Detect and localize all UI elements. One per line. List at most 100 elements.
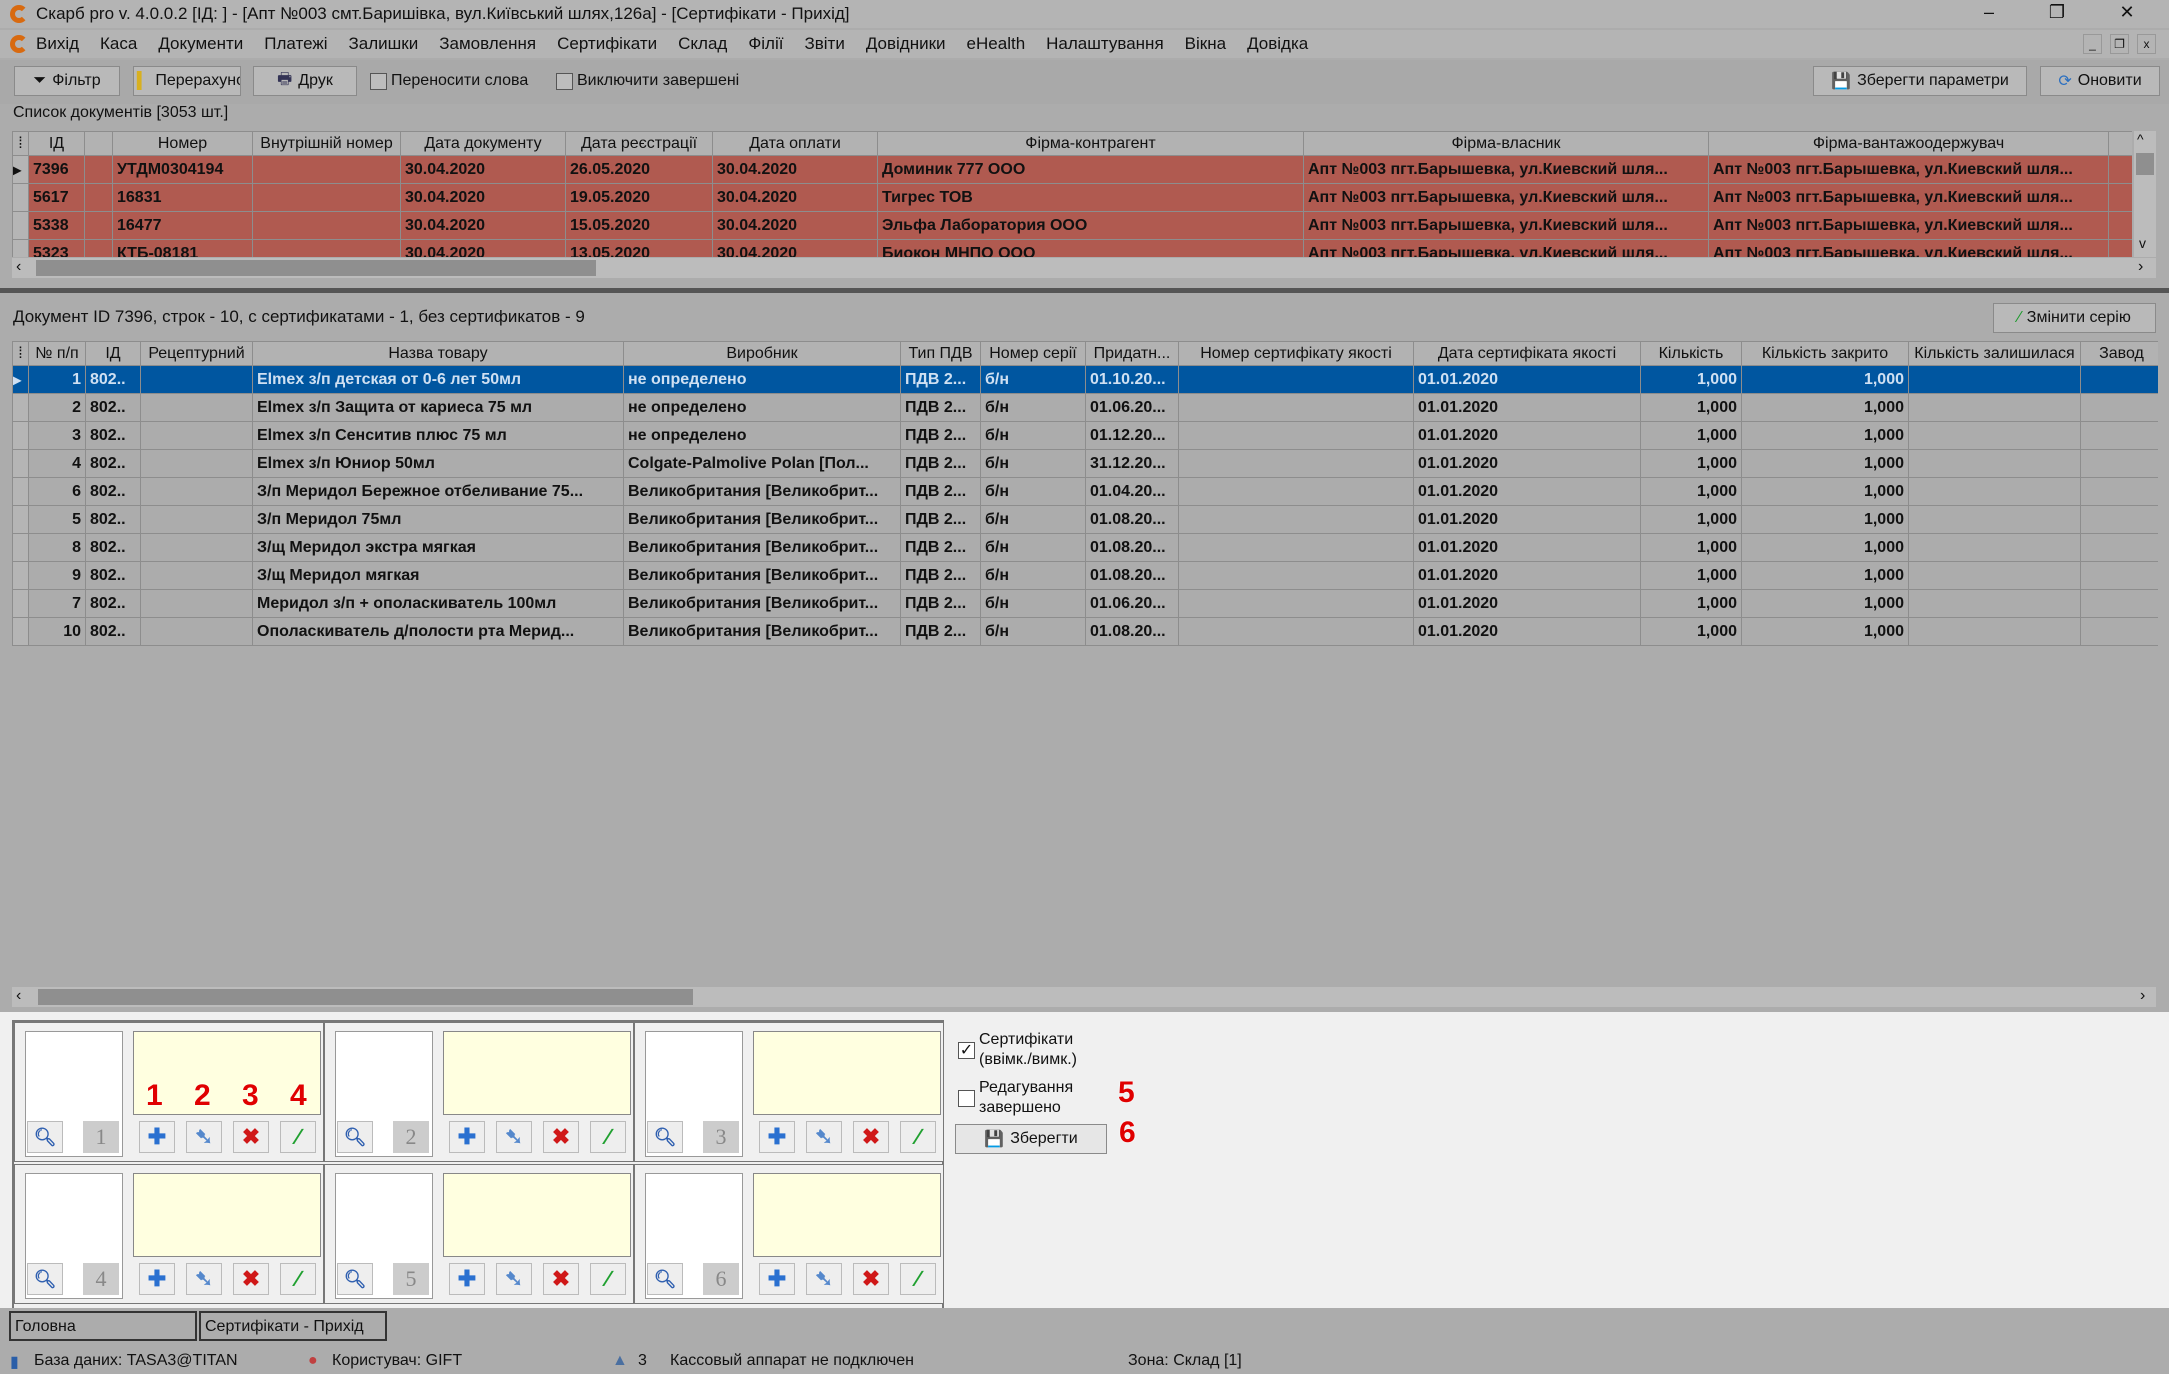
docs-cell[interactable]: Апт №003 пгт.Барышевка, ул.Киевский шля.… [1303,183,1709,212]
items-cell[interactable]: 01.01.2020 [1413,393,1641,422]
scan-certificate-button[interactable]: ➷ [496,1121,532,1153]
menu-item-10[interactable]: Довідники [865,34,946,53]
menu-item-2[interactable]: Документи [158,34,244,53]
docs-cell[interactable]: Апт №003 пгт.Барышевка, ул.Киевский шля.… [1303,239,1709,257]
items-col-header[interactable]: Придатн... [1085,341,1179,366]
items-col-header[interactable]: Назва товару [252,341,624,366]
items-cell[interactable]: Великобритания [Великобрит... [623,589,901,618]
menu-item-13[interactable]: Вікна [1184,34,1227,53]
docs-col-header[interactable]: Внутрішній номер [252,131,401,156]
tab-certificates-income[interactable]: Сертифікати - Прихід [199,1311,387,1341]
items-cell[interactable]: 01.08.20... [1085,561,1179,590]
items-cell[interactable]: Colgate-Palmolive Polan [Пол... [623,449,901,478]
items-cell[interactable]: 01.12.20... [1085,421,1179,450]
items-row[interactable]: 9 802.. З/щ Меридол мягкая Великобритания [… [12,561,2158,590]
items-cell[interactable]: 01.08.20... [1085,617,1179,646]
docs-vscroll-thumb[interactable] [2136,153,2154,175]
items-cell[interactable]: б/н [980,393,1086,422]
add-certificate-button[interactable]: ✚ [449,1263,485,1295]
items-cell[interactable]: б/н [980,561,1086,590]
items-cell[interactable] [1178,505,1414,534]
items-cell[interactable]: З/п Меридол Бережное отбеливание 75... [252,477,624,506]
docs-col-header[interactable]: ІД [28,131,85,156]
docs-cell[interactable]: Эльфа Лаборатория ООО [877,211,1304,240]
edit-certificate-button[interactable]: ∕ [280,1263,316,1295]
items-cell[interactable]: 802.. [85,393,141,422]
items-col-header[interactable]: Завод [2080,341,2158,366]
docs-cell[interactable]: 30.04.2020 [400,239,566,257]
docs-col-header[interactable]: Дата реєстрації [565,131,713,156]
certificate-preview[interactable] [753,1031,941,1115]
docs-cell[interactable]: 13.05.2020 [565,239,713,257]
docs-cell[interactable]: 30.04.2020 [712,155,878,184]
menu-item-14[interactable]: Довідка [1247,34,1309,53]
items-col-header[interactable]: Номер сертифікату якості [1178,341,1414,366]
items-cell[interactable]: б/н [980,477,1086,506]
certificate-preview[interactable] [443,1173,631,1257]
items-cell[interactable]: 01.08.20... [1085,533,1179,562]
docs-cell[interactable]: Биокон МНПО ООО [877,239,1304,257]
add-certificate-button[interactable]: ✚ [449,1121,485,1153]
items-cell[interactable] [140,393,253,422]
edit-certificate-button[interactable]: ∕ [280,1121,316,1153]
items-cell[interactable] [1908,505,2081,534]
delete-certificate-button[interactable]: ✖ [233,1121,269,1153]
docs-cell[interactable]: Апт №003 пгт.Барышевка, ул.Киевский шля.… [1303,155,1709,184]
scroll-up-icon[interactable]: ^ [2137,131,2144,147]
items-cell[interactable]: 802.. [85,477,141,506]
items-cell[interactable]: 01.10.20... [1085,365,1179,394]
wrap-words-checkbox[interactable]: Переносити слова [370,72,528,90]
items-cell[interactable]: 01.01.2020 [1413,617,1641,646]
items-cell[interactable]: З/п Меридол 75мл [252,505,624,534]
items-cell[interactable]: 01.06.20... [1085,589,1179,618]
items-cell[interactable]: 4 [28,449,86,478]
items-cell[interactable]: 802.. [85,589,141,618]
docs-col-header[interactable]: Фірма-контрагент [877,131,1304,156]
items-cell[interactable] [1178,617,1414,646]
scan-certificate-button[interactable]: ➷ [496,1263,532,1295]
items-cell[interactable]: б/н [980,365,1086,394]
items-cell[interactable]: ПДВ 2... [900,449,981,478]
items-cell[interactable] [1178,477,1414,506]
mdi-close-icon[interactable]: x [2137,34,2156,54]
tab-main[interactable]: Головна [9,1311,197,1341]
items-cell[interactable]: Elmex з/п Сенситив плюс 75 мл [252,421,624,450]
items-cell[interactable] [1178,421,1414,450]
items-cell[interactable] [2080,589,2158,618]
items-cell[interactable]: 1,000 [1741,533,1909,562]
docs-cell[interactable] [252,155,401,184]
items-col-header[interactable]: Виробник [623,341,901,366]
scan-certificate-button[interactable]: ➷ [186,1121,222,1153]
items-hscroll-thumb[interactable] [38,989,693,1005]
items-cell[interactable] [140,505,253,534]
items-cell[interactable]: ПДВ 2... [900,589,981,618]
items-cell[interactable] [140,589,253,618]
items-cell[interactable]: 01.01.2020 [1413,365,1641,394]
items-cell[interactable]: не определено [623,365,901,394]
items-cell[interactable] [140,365,253,394]
items-cell[interactable]: 1,000 [1741,617,1909,646]
items-cell[interactable]: Великобритания [Великобрит... [623,533,901,562]
scroll-left-icon[interactable]: ‹ [16,258,22,275]
items-cell[interactable]: Elmex з/п Защита от кариеса 75 мл [252,393,624,422]
items-cell[interactable]: 1,000 [1640,365,1742,394]
items-cell[interactable]: 3 [28,421,86,450]
items-cell[interactable]: ПДВ 2... [900,393,981,422]
items-cell[interactable]: не определено [623,393,901,422]
items-cell[interactable]: 2 [28,393,86,422]
recalc-button[interactable]: ▍Перерахунок [133,66,241,96]
items-cell[interactable]: 1,000 [1741,477,1909,506]
items-cell[interactable]: ПДВ 2... [900,617,981,646]
edit-certificate-button[interactable]: ∕ [590,1121,626,1153]
add-certificate-button[interactable]: ✚ [759,1263,795,1295]
docs-cell[interactable]: 5338 [28,211,85,240]
items-hscroll[interactable]: ‹ › [12,987,2156,1007]
zoom-icon[interactable]: 🔍︎ [27,1121,63,1153]
delete-certificate-button[interactable]: ✖ [543,1263,579,1295]
menu-item-9[interactable]: Звіти [804,34,845,53]
items-cell[interactable]: З/щ Меридол экстра мягкая [252,533,624,562]
docs-row[interactable]: 5617 16831 30.04.2020 19.05.2020 30.04.2020 Т… [12,183,2132,212]
items-cell[interactable]: ПДВ 2... [900,533,981,562]
delete-certificate-button[interactable]: ✖ [853,1121,889,1153]
items-cell[interactable]: 1,000 [1640,421,1742,450]
